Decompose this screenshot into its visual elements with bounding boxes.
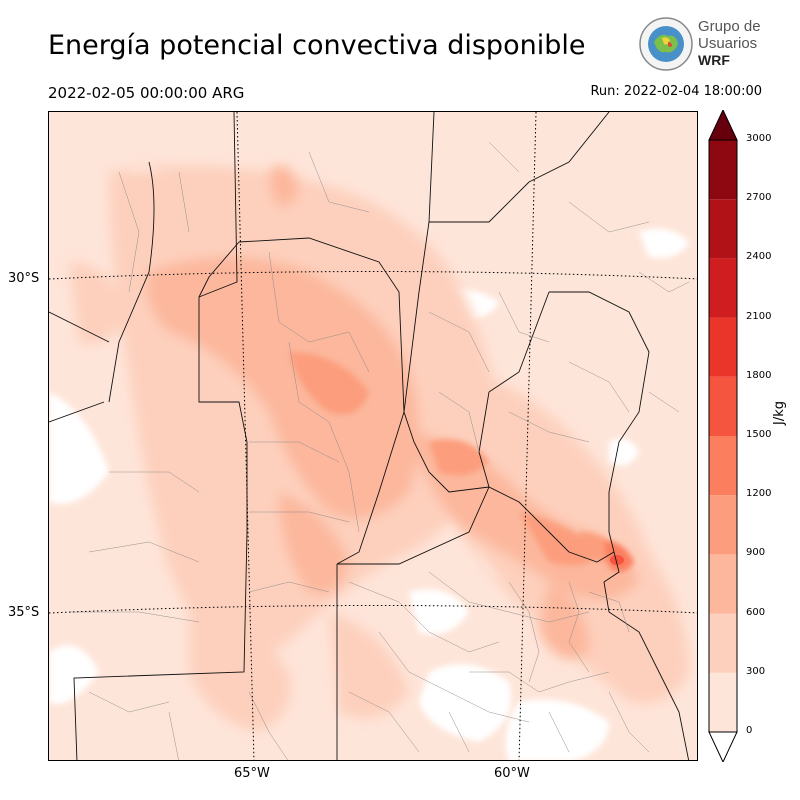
colorbar-segment — [709, 495, 737, 555]
valid-time: 2022-02-05 00:00:00 ARG — [48, 84, 245, 102]
run-time: Run: 2022-02-04 18:00:00 — [590, 84, 762, 99]
colorbar-tick-label: 2100 — [746, 310, 772, 322]
colorbar-tick-label: 600 — [746, 606, 766, 618]
cape-field — [49, 112, 697, 760]
colorbar-extend-min — [708, 731, 738, 762]
province-boundaries — [49, 112, 690, 760]
lon-label-60w: 60°W — [494, 766, 530, 781]
colorbar-segment — [709, 317, 737, 377]
colorbar — [708, 110, 738, 762]
colorbar-tick-label: 300 — [746, 665, 766, 677]
lat-label-30s: 30°S — [8, 271, 40, 286]
colorbar-extend-max — [708, 110, 738, 141]
colorbar-segment — [709, 140, 737, 200]
colorbar-segment — [709, 258, 737, 318]
colorbar-frame — [708, 139, 738, 733]
colorbar-segment — [709, 199, 737, 259]
cape-900-1200 — [289, 352, 624, 566]
colorbar-segment — [709, 672, 737, 732]
colorbar-segment — [709, 613, 737, 673]
colorbar-segment — [709, 554, 737, 614]
colorbar-segment — [709, 376, 737, 436]
graticule — [49, 112, 697, 760]
colorbar-tick-label: 2700 — [746, 192, 772, 204]
colorbar-tick-label: 1800 — [746, 369, 772, 381]
colorbar-tick-label: 1500 — [746, 429, 772, 440]
logo-line-1: Grupo de — [698, 18, 761, 35]
lon-label-65w: 65°W — [234, 766, 270, 781]
wrf-logo: Grupo de Usuarios WRF — [638, 16, 768, 72]
colorbar-tick-label: 900 — [746, 547, 766, 559]
globe-icon — [639, 17, 693, 71]
cape-1500-1800 — [610, 555, 624, 565]
colorbar-unit: J/kg — [772, 401, 787, 425]
colorbar-tick-label: 0 — [746, 725, 753, 736]
logo-line-2: Usuarios — [698, 35, 758, 52]
map-title: Energía potencial convectiva disponible — [48, 30, 586, 61]
lat-label-35s: 35°S — [8, 605, 40, 620]
cape-map — [48, 111, 698, 761]
colorbar-tick-label: 2400 — [746, 251, 772, 263]
colorbar-tick-label: 1200 — [746, 488, 772, 500]
colorbar-segment — [709, 436, 737, 496]
logo-line-3: WRF — [698, 52, 730, 68]
department-boundaries — [69, 141, 690, 760]
colorbar-tick-label: 3000 — [746, 133, 772, 144]
